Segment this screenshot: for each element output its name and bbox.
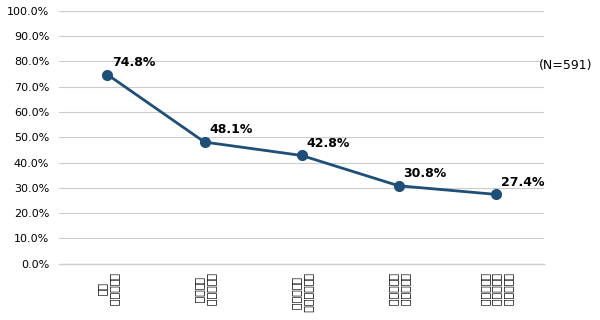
Text: 42.8%: 42.8% — [307, 137, 350, 150]
Text: 30.8%: 30.8% — [403, 167, 447, 180]
Text: 48.1%: 48.1% — [209, 123, 253, 136]
Text: (N=591): (N=591) — [539, 59, 593, 72]
Text: 27.4%: 27.4% — [500, 175, 544, 188]
Text: 74.8%: 74.8% — [112, 56, 155, 69]
